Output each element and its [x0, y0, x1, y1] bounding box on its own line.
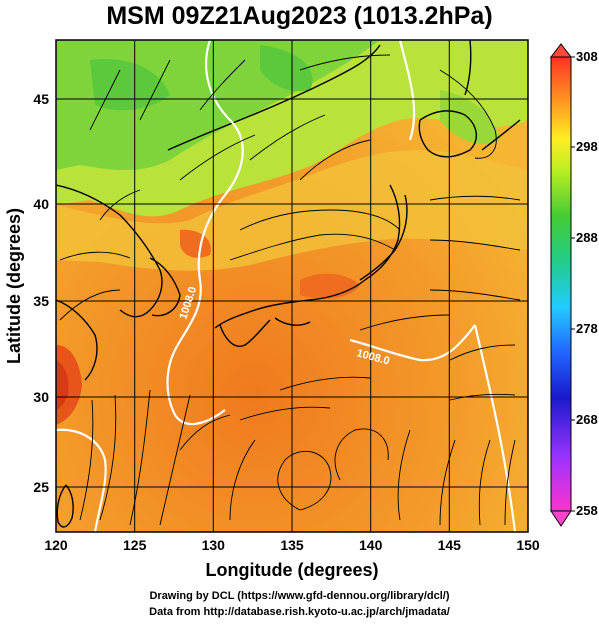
x-axis-label: Longitude (degrees): [205, 560, 378, 580]
wind-streamlines: [59, 54, 521, 526]
y-tick-label: 45: [33, 91, 49, 107]
colorbar-tick-label: 278: [576, 321, 598, 336]
colorbar-tick-label: 288: [576, 230, 598, 245]
x-tick-label: 125: [123, 537, 147, 553]
y-tick-label: 40: [33, 196, 49, 212]
colorbar-tick-label: 308: [576, 49, 598, 64]
colorbar-tick-label: 268: [576, 412, 598, 427]
y-tick-label: 25: [33, 479, 49, 495]
colorbar-tick-label: 258: [576, 503, 598, 518]
x-tick-label: 140: [359, 537, 383, 553]
x-tick-label: 135: [280, 537, 304, 553]
colorbar-tick-label: 298: [576, 139, 598, 154]
footer-credit-data: Data from http://database.rish.kyoto-u.a…: [149, 606, 450, 618]
map-title: MSM 09Z21Aug2023 (1013.2hPa): [106, 2, 493, 30]
x-axis: 120 125 130 135 140 145 150: [44, 537, 540, 553]
footer-credit-dcl: Drawing by DCL (https://www.gfd-dennou.o…: [149, 590, 450, 602]
y-axis-label: Latitude (degrees): [4, 208, 24, 364]
x-tick-label: 145: [438, 537, 462, 553]
colorbar: 308 298 288 278 268 258: [549, 43, 598, 527]
x-tick-label: 130: [202, 537, 226, 553]
colorbar-gradient: [550, 56, 572, 512]
y-axis: 25 30 35 40 45: [33, 91, 49, 495]
y-tick-label: 30: [33, 389, 49, 405]
graticule: [56, 40, 528, 532]
y-tick-label: 35: [33, 293, 49, 309]
colorbar-bottom-arrow: [550, 510, 572, 527]
x-tick-label: 150: [516, 537, 540, 553]
colorbar-top-arrow: [549, 43, 573, 58]
x-tick-label: 120: [44, 537, 68, 553]
plot-frame: [55, 39, 529, 533]
